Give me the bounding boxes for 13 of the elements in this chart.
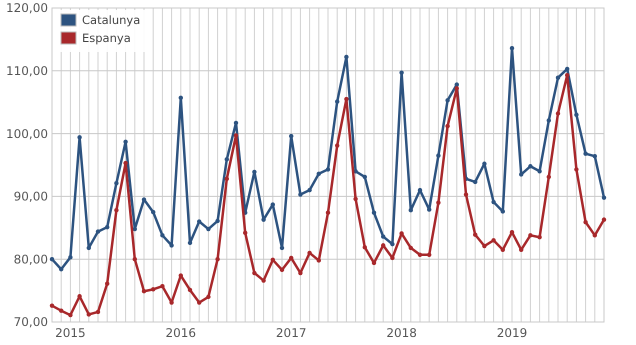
y-tick-label: 110,00 <box>6 64 48 78</box>
legend-label: Espanya <box>82 31 131 45</box>
y-tick-label: 70,00 <box>14 315 48 330</box>
y-tick-label: 120,00 <box>6 1 48 16</box>
x-tick-label: 2016 <box>166 326 196 340</box>
y-tick-label: 90,00 <box>14 190 48 204</box>
x-tick-label: 2018 <box>386 326 417 340</box>
y-tick-label: 100,00 <box>6 126 48 141</box>
x-tick-label: 2017 <box>276 326 306 340</box>
x-tick-label: 2019 <box>496 326 528 340</box>
y-tick-label: 80,00 <box>14 252 48 266</box>
legend-label: Catalunya <box>82 13 140 27</box>
x-tick-label: 2015 <box>55 326 86 340</box>
